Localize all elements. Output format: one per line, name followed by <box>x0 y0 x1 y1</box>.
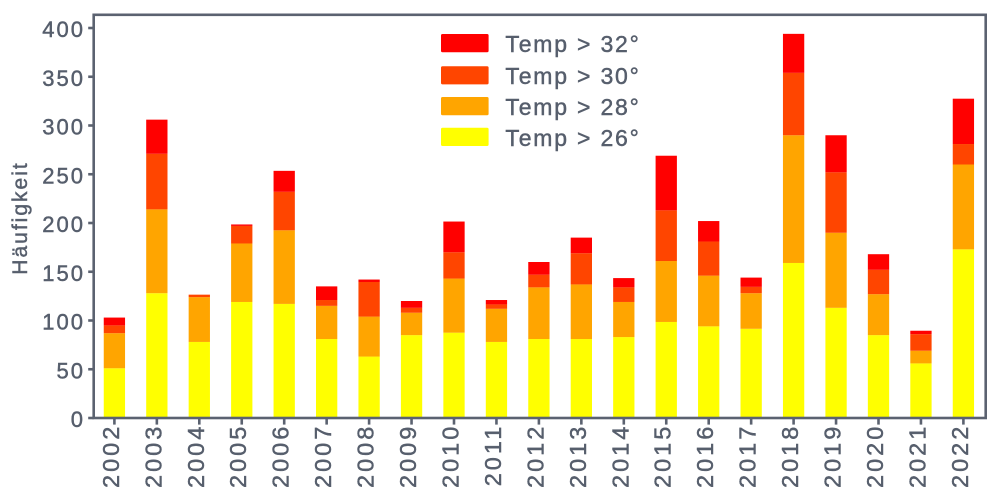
svg-text:2005: 2005 <box>225 424 251 488</box>
svg-text:Temp > 26°: Temp > 26° <box>505 125 640 151</box>
svg-text:200: 200 <box>42 212 85 237</box>
svg-text:2009: 2009 <box>395 424 421 488</box>
svg-text:2002: 2002 <box>98 424 124 488</box>
svg-text:2008: 2008 <box>353 424 379 488</box>
svg-text:2003: 2003 <box>140 424 166 488</box>
svg-text:250: 250 <box>42 163 85 188</box>
svg-text:Temp > 30°: Temp > 30° <box>505 63 640 89</box>
svg-text:0: 0 <box>71 407 85 432</box>
svg-text:2011: 2011 <box>480 424 506 487</box>
svg-text:100: 100 <box>42 310 85 335</box>
svg-text:2007: 2007 <box>310 424 336 488</box>
svg-text:150: 150 <box>42 261 85 286</box>
svg-text:Temp > 28°: Temp > 28° <box>505 94 640 120</box>
svg-text:2019: 2019 <box>820 424 846 488</box>
svg-text:300: 300 <box>42 115 85 140</box>
svg-text:2020: 2020 <box>862 424 888 488</box>
svg-text:2016: 2016 <box>692 424 718 488</box>
svg-text:2015: 2015 <box>650 424 676 488</box>
svg-text:2021: 2021 <box>904 424 930 488</box>
svg-text:2012: 2012 <box>522 424 548 488</box>
svg-text:Temp > 32°: Temp > 32° <box>505 31 640 57</box>
svg-text:2018: 2018 <box>777 424 803 488</box>
svg-text:2006: 2006 <box>268 424 294 488</box>
svg-text:2004: 2004 <box>183 424 209 488</box>
svg-text:Häufigkeit: Häufigkeit <box>9 161 32 274</box>
svg-text:350: 350 <box>42 66 85 91</box>
svg-text:2010: 2010 <box>438 424 464 488</box>
svg-text:2013: 2013 <box>565 424 591 488</box>
svg-text:2017: 2017 <box>735 424 761 488</box>
svg-text:2022: 2022 <box>947 424 973 488</box>
svg-text:400: 400 <box>42 17 85 42</box>
svg-text:50: 50 <box>57 358 85 383</box>
svg-text:2014: 2014 <box>607 424 633 488</box>
